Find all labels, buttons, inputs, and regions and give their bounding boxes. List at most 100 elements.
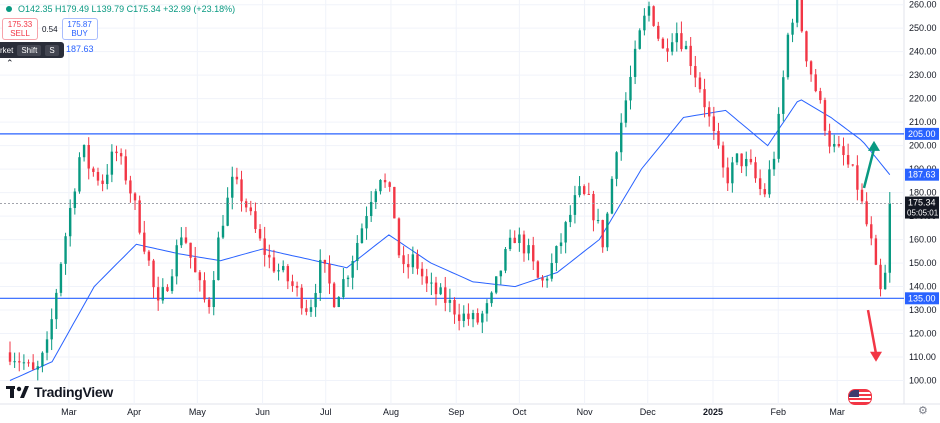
- candle-body: [865, 201, 868, 225]
- candle-body: [870, 224, 873, 239]
- candle-body: [444, 287, 447, 303]
- arrow-shaft: [866, 309, 878, 354]
- candle-body: [777, 113, 780, 159]
- candle-body: [309, 307, 313, 312]
- candle-body: [587, 193, 591, 195]
- y-tick-label: 160.00: [909, 235, 937, 245]
- candle-body: [133, 193, 137, 201]
- candle-body: [573, 195, 577, 215]
- candle-body: [874, 238, 878, 265]
- candle-body: [471, 313, 475, 320]
- candle-body: [235, 176, 239, 180]
- candle-body: [78, 157, 81, 192]
- candle-body: [675, 33, 678, 43]
- y-tick-label: 140.00: [909, 282, 937, 292]
- candle-body: [101, 180, 104, 185]
- candle-body: [55, 292, 58, 320]
- candle-body: [300, 287, 303, 309]
- candle-body: [495, 276, 498, 293]
- candle-body: [694, 66, 697, 78]
- candle-body: [615, 152, 618, 179]
- buy-label: BUY: [71, 29, 88, 38]
- x-tick-label: Mar: [829, 407, 845, 417]
- candle-body: [633, 48, 637, 77]
- candle-body: [166, 287, 169, 292]
- gear-icon[interactable]: ⚙: [918, 405, 928, 417]
- arrow-head: [868, 140, 880, 151]
- candle-body: [397, 218, 401, 256]
- candle-body: [156, 287, 160, 301]
- candle-body: [582, 186, 586, 194]
- candle-body: [624, 100, 628, 123]
- candle-body: [518, 234, 521, 244]
- candle-body: [833, 143, 836, 147]
- candle-body: [504, 249, 507, 271]
- candle-body: [745, 158, 748, 167]
- candle-body: [670, 42, 674, 52]
- price-label-bg: [905, 168, 939, 181]
- collapse-chevron-icon[interactable]: ⌃: [6, 58, 14, 68]
- candle-body: [768, 169, 771, 195]
- candle-body: [110, 151, 114, 175]
- candlesticks: [8, 0, 891, 381]
- order-toolbar[interactable]: rket Shift S: [0, 42, 64, 58]
- buy-button[interactable]: 175.87 BUY: [61, 18, 98, 40]
- candle-body: [170, 276, 174, 292]
- candle-body: [758, 178, 762, 190]
- candle-body: [823, 100, 827, 131]
- candle-body: [68, 207, 72, 237]
- candle-body: [795, 0, 799, 23]
- candle-body: [272, 257, 276, 272]
- ohlc-values: O142.35 H179.49 L139.79 C175.34 +32.99 (…: [18, 4, 236, 14]
- y-tick-label: 110.00: [909, 352, 936, 362]
- y-tick-label: 210.00: [909, 117, 937, 127]
- candle-body: [740, 153, 743, 167]
- candle-body: [217, 237, 220, 281]
- candle-body: [73, 191, 77, 208]
- candle-body: [231, 176, 234, 198]
- candle-body: [147, 251, 151, 261]
- candle-body: [152, 260, 155, 288]
- sell-price: 175.33: [7, 20, 33, 29]
- candle-body: [856, 165, 859, 190]
- candle-body: [559, 242, 563, 247]
- candle-body: [198, 272, 202, 281]
- candle-body: [846, 155, 850, 165]
- level-label-bg: [905, 127, 939, 140]
- candle-body: [814, 74, 817, 92]
- candle-body: [647, 6, 651, 16]
- candle-body: [731, 162, 734, 184]
- y-tick-label: 240.00: [909, 47, 937, 57]
- candle-body: [402, 255, 405, 265]
- candle-body: [782, 77, 785, 114]
- candle-body: [879, 264, 882, 290]
- candle-body: [268, 254, 271, 258]
- candle-body: [258, 229, 262, 239]
- candle-body: [569, 214, 572, 223]
- us-flag-icon[interactable]: [848, 389, 872, 405]
- candle-body: [851, 164, 854, 166]
- tradingview-logo[interactable]: TradingView: [6, 384, 113, 400]
- candle-body: [328, 263, 331, 284]
- sell-button[interactable]: 175.33 SELL: [2, 18, 38, 40]
- candle-body: [721, 145, 725, 168]
- candle-body: [27, 362, 30, 364]
- candle-body: [680, 33, 683, 50]
- candle-body: [36, 366, 39, 370]
- x-tick-label: Sep: [448, 407, 464, 417]
- candle-body: [337, 297, 340, 308]
- candle-body: [369, 201, 373, 216]
- candle-body: [365, 215, 368, 229]
- x-tick-label: Apr: [127, 407, 141, 417]
- candle-body: [606, 213, 609, 248]
- candle-body: [124, 156, 127, 181]
- candle-body: [425, 276, 428, 284]
- candle-body: [291, 281, 294, 286]
- candle-body: [888, 203, 891, 273]
- candle-body: [430, 282, 433, 284]
- ohlc-legend: O142.35 H179.49 L139.79 C175.34 +32.99 (…: [6, 4, 235, 14]
- candle-body: [545, 278, 549, 281]
- x-tick-label: Oct: [512, 407, 527, 417]
- toolbar-label: rket: [0, 45, 14, 55]
